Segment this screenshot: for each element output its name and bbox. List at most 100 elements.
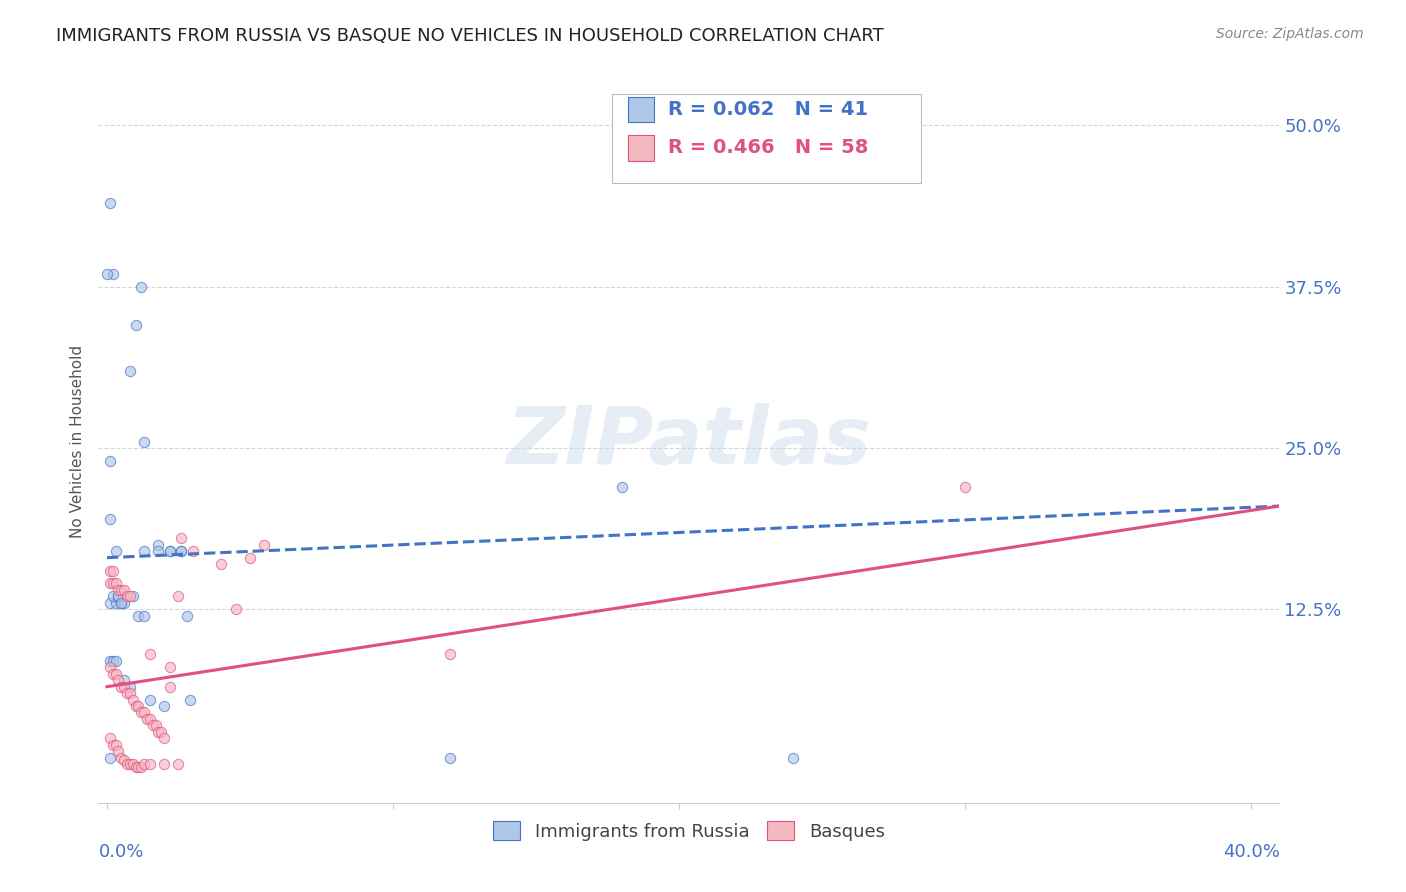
Legend: Immigrants from Russia, Basques: Immigrants from Russia, Basques (486, 814, 891, 848)
Point (209, 557, 232, 571)
Text: Source: ZipAtlas.com: Source: ZipAtlas.com (1216, 27, 1364, 41)
Point (170, 544, 193, 558)
Point (110, 596, 132, 610)
Point (112, 582, 135, 597)
Point (153, 757, 176, 772)
Point (439, 750, 461, 764)
Point (96, 267, 118, 281)
Point (134, 434, 156, 449)
Point (136, 712, 159, 726)
Point (98, 750, 121, 764)
Point (115, 590, 138, 604)
Point (101, 576, 124, 591)
Point (118, 686, 141, 700)
Point (181, 544, 204, 558)
Point (127, 699, 149, 714)
Point (134, 608, 156, 623)
Point (98, 195, 121, 210)
Text: IMMIGRANTS FROM RUSSIA VS BASQUE NO VEHICLES IN HOUSEHOLD CORRELATION CHART: IMMIGRANTS FROM RUSSIA VS BASQUE NO VEHI… (56, 27, 884, 45)
Point (124, 318, 146, 333)
Text: 40.0%: 40.0% (1223, 843, 1279, 862)
Point (127, 760, 149, 774)
Text: ZIPatlas: ZIPatlas (506, 402, 872, 481)
Point (118, 590, 141, 604)
Point (145, 718, 167, 732)
Point (225, 602, 247, 616)
Point (439, 648, 461, 662)
Point (98, 576, 121, 591)
Point (134, 757, 156, 772)
Point (104, 654, 127, 668)
Point (953, 480, 976, 494)
Point (139, 757, 162, 772)
Point (131, 706, 153, 720)
Point (159, 660, 181, 674)
Point (101, 267, 124, 281)
Point (98, 564, 121, 578)
Point (159, 680, 181, 694)
Point (159, 544, 181, 558)
Point (153, 731, 176, 746)
Point (101, 654, 124, 668)
Point (112, 753, 135, 767)
Point (782, 750, 804, 764)
Point (98, 454, 121, 468)
Point (104, 738, 127, 752)
Point (101, 666, 124, 681)
Point (139, 648, 162, 662)
Text: R = 0.466   N = 58: R = 0.466 N = 58 (668, 138, 869, 157)
Point (127, 608, 149, 623)
Point (98, 596, 121, 610)
Point (115, 686, 138, 700)
Point (148, 544, 170, 558)
Point (134, 544, 156, 558)
Point (139, 692, 162, 706)
Point (159, 544, 181, 558)
Point (104, 544, 127, 558)
Point (101, 590, 124, 604)
Point (107, 673, 129, 688)
Point (112, 673, 135, 688)
Point (110, 582, 132, 597)
Point (107, 590, 129, 604)
Point (110, 750, 132, 764)
Point (148, 724, 170, 739)
Point (107, 582, 129, 597)
Point (148, 538, 170, 552)
Point (104, 666, 127, 681)
Point (104, 596, 127, 610)
Point (170, 531, 193, 545)
Point (118, 680, 141, 694)
Point (167, 590, 190, 604)
Point (110, 680, 132, 694)
Point (239, 550, 262, 565)
Point (142, 718, 165, 732)
Point (124, 699, 146, 714)
Point (131, 760, 153, 774)
Point (131, 279, 153, 293)
Point (170, 544, 193, 558)
Point (118, 757, 141, 772)
Point (104, 576, 127, 591)
Point (101, 738, 124, 752)
Point (179, 692, 201, 706)
Point (112, 680, 135, 694)
Point (115, 757, 138, 772)
Point (176, 608, 198, 623)
Point (121, 757, 143, 772)
Text: 0.0%: 0.0% (98, 843, 143, 862)
Point (139, 712, 162, 726)
Point (110, 596, 132, 610)
Point (610, 480, 633, 494)
Point (101, 564, 124, 578)
Point (112, 596, 135, 610)
Point (98, 660, 121, 674)
Point (107, 744, 129, 758)
Point (98, 654, 121, 668)
Point (118, 363, 141, 377)
Point (98, 512, 121, 526)
Point (253, 538, 276, 552)
Point (153, 699, 176, 714)
Point (134, 706, 156, 720)
Point (150, 724, 173, 739)
